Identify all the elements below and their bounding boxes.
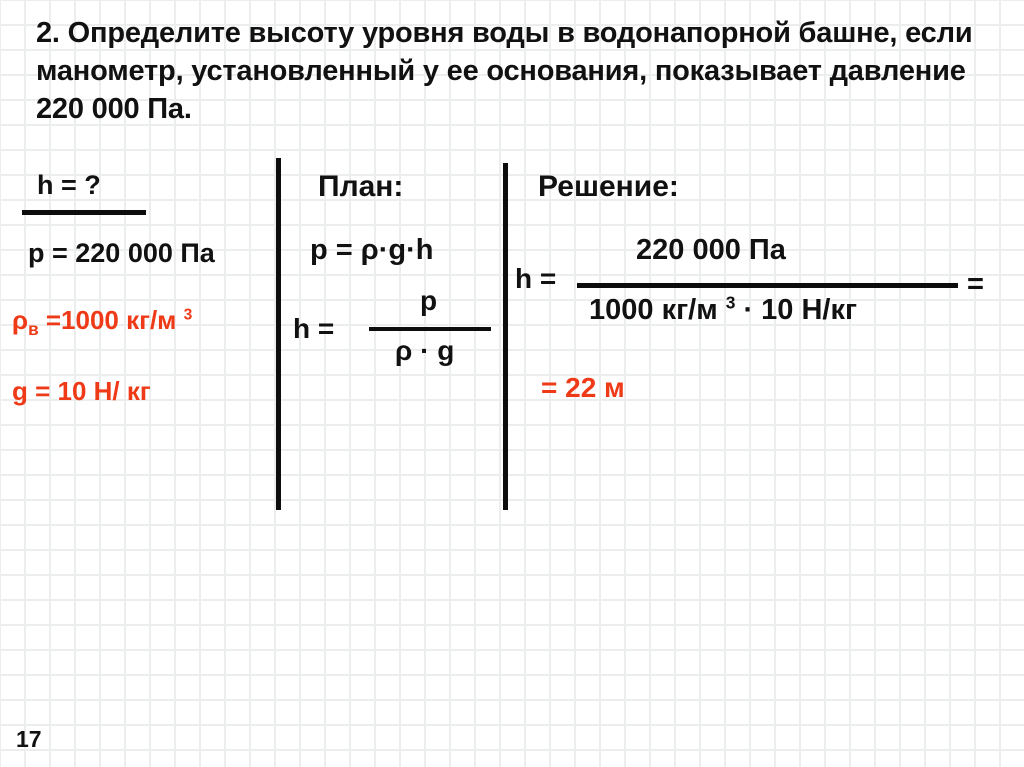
plan-solved-lhs: h = xyxy=(293,313,335,344)
given-separator-rule xyxy=(22,210,146,215)
solution-denominator-exponent: 3 xyxy=(725,292,736,313)
solution-fraction-bar xyxy=(577,283,958,288)
column-divider-right xyxy=(503,163,508,510)
given-density-exponent: 3 xyxy=(183,306,193,324)
plan-fraction-denominator: ρ · g xyxy=(395,335,455,366)
solution-fraction-numerator: 220 000 Па xyxy=(636,234,786,266)
plan-heading: План: xyxy=(318,170,404,203)
given-gravity: g = 10 Н/ кг xyxy=(12,376,151,406)
page-title: 2. Определите высоту уровня воды в водон… xyxy=(36,17,973,125)
solution-heading: Решение: xyxy=(538,170,679,203)
solution-denominator-density: 1000 кг/м xyxy=(589,294,726,326)
solution-trailing-equals: = xyxy=(967,268,984,300)
given-pressure: p = 220 000 Па xyxy=(28,238,215,268)
column-divider-left xyxy=(276,158,281,510)
given-density-subscript: в xyxy=(28,319,39,340)
plan-fraction-numerator: p xyxy=(420,285,438,316)
page-number: 17 xyxy=(16,726,42,752)
plan-fraction-bar xyxy=(369,327,491,331)
solution-fraction-denominator: 1000 кг/м 3 · 10 Н/кг xyxy=(589,294,858,326)
given-density-value: =1000 кг/м xyxy=(38,305,184,335)
given-density: ρв =1000 кг/м 3 xyxy=(12,305,193,338)
given-density-symbol: ρ xyxy=(12,305,29,335)
given-unknown-quantity: h = ? xyxy=(37,170,101,200)
solution-lhs: h = xyxy=(515,263,557,294)
solution-denominator-gravity: · 10 Н/кг xyxy=(735,294,858,326)
solution-answer: = 22 м xyxy=(541,372,625,403)
plan-pressure-formula: p = ρ·g·h xyxy=(310,234,434,266)
